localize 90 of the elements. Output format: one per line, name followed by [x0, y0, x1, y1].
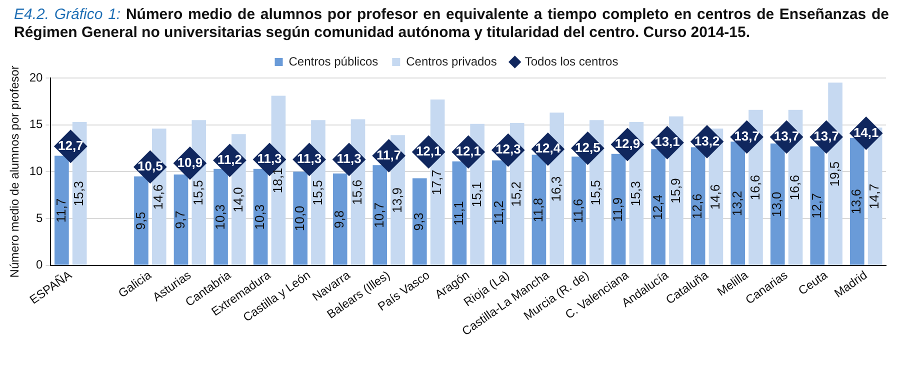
- data-label: 17,7: [429, 170, 444, 196]
- data-label: 15,5: [588, 180, 604, 206]
- bar: [54, 156, 69, 265]
- data-label: 10,9: [177, 154, 203, 170]
- data-label: 15,3: [71, 180, 86, 206]
- data-label: 13,0: [769, 192, 784, 218]
- data-label: 19,5: [826, 161, 842, 187]
- data-label: 13,9: [389, 188, 404, 213]
- bar: [372, 165, 388, 265]
- data-label: 16,6: [747, 174, 762, 200]
- legend-label: Centros privados: [406, 54, 497, 68]
- data-label: 11,7: [376, 147, 402, 162]
- data-label: 10,3: [252, 204, 268, 230]
- data-label: 11,6: [570, 198, 586, 224]
- bar: [611, 154, 626, 265]
- y-tick-label: 0: [36, 258, 44, 272]
- bar: [134, 176, 148, 265]
- bar: [332, 174, 348, 265]
- data-label: 12,4: [535, 140, 562, 156]
- y-tick-label: 5: [36, 210, 44, 225]
- data-label: 12,1: [416, 144, 442, 159]
- data-label: 15,1: [468, 182, 484, 208]
- bar: [174, 174, 188, 265]
- data-label: 12,7: [808, 193, 824, 218]
- data-label: 13,6: [848, 188, 864, 214]
- data-label: 9,8: [332, 210, 347, 228]
- data-label: 12,6: [690, 194, 705, 219]
- data-label: 13,7: [814, 128, 839, 144]
- y-tick-label: 20: [29, 70, 44, 84]
- data-label: 10,0: [292, 206, 307, 232]
- data-label: 14,7: [866, 184, 882, 210]
- bar: [293, 172, 308, 265]
- bar: [492, 160, 506, 265]
- data-label: 9,5: [132, 212, 148, 230]
- data-label: 12,5: [575, 140, 600, 155]
- data-label: 9,3: [411, 212, 426, 231]
- data-label: 14,6: [150, 184, 166, 210]
- data-label: 11,2: [490, 200, 506, 226]
- data-label: 14,1: [853, 124, 879, 140]
- data-label: 13,1: [654, 134, 680, 150]
- legend-label: Centros públicos: [288, 54, 378, 68]
- data-label: 9,7: [172, 210, 188, 229]
- data-label: 13,2: [729, 190, 744, 216]
- bar: [532, 154, 546, 265]
- data-label: 11,1: [451, 201, 466, 226]
- bar: [214, 168, 228, 265]
- data-label: 11,3: [296, 151, 322, 166]
- data-label: 11,3: [336, 151, 362, 166]
- y-axis-title: Número medio de alumnos por profesor: [8, 66, 22, 278]
- data-label: 13,7: [774, 128, 800, 144]
- data-label: 14,0: [230, 187, 246, 212]
- bar: [253, 168, 268, 265]
- y-tick-label: 15: [29, 117, 44, 132]
- bar: [850, 138, 864, 265]
- data-label: 13,2: [694, 133, 720, 148]
- data-label: 10,7: [371, 202, 386, 228]
- bar: [651, 149, 666, 265]
- data-label: 14,6: [708, 184, 723, 210]
- chart-title: E4.2. Gráfico 1: Número medio de alumnos por profesor en equivalente a tiempo completo en centros de Enseñanzas de Régimen General no universitarias según comunidad autónoma y titularidad del centro. Curso 2014-15.: [14, 6, 889, 42]
- bar: [412, 178, 427, 265]
- data-label: 15,2: [508, 181, 524, 207]
- data-label: 16,6: [787, 174, 802, 200]
- bar: [452, 161, 467, 265]
- data-label: 18,1: [270, 168, 286, 194]
- data-label: 11,9: [610, 197, 626, 222]
- bar: [730, 142, 745, 265]
- data-label: 11,7: [53, 198, 68, 223]
- data-label: 10,5: [138, 158, 163, 174]
- data-label: 12,4: [650, 194, 665, 220]
- data-label: 15,3: [628, 180, 643, 206]
- data-label: 15,9: [668, 178, 683, 204]
- data-label: 11,8: [530, 198, 546, 222]
- y-tick-label: 10: [29, 164, 44, 178]
- data-label: 15,5: [190, 180, 206, 206]
- data-label: 10,3: [212, 204, 228, 230]
- data-label: 12,7: [58, 138, 84, 153]
- bar: [770, 144, 785, 265]
- bar: [810, 146, 825, 265]
- data-label: 11,2: [217, 152, 242, 167]
- data-label: 13,7: [734, 128, 760, 144]
- legend-label: Todos los centros: [524, 54, 618, 68]
- data-label: 12,3: [495, 142, 521, 157]
- data-label: 12,9: [614, 136, 640, 152]
- data-label: 11,3: [257, 151, 282, 166]
- data-label: 12,1: [456, 144, 482, 159]
- data-label: 15,6: [350, 180, 365, 205]
- data-label: 15,5: [310, 180, 325, 206]
- data-label: 16,3: [548, 176, 564, 202]
- bar: [690, 147, 706, 265]
- bar: [572, 156, 586, 265]
